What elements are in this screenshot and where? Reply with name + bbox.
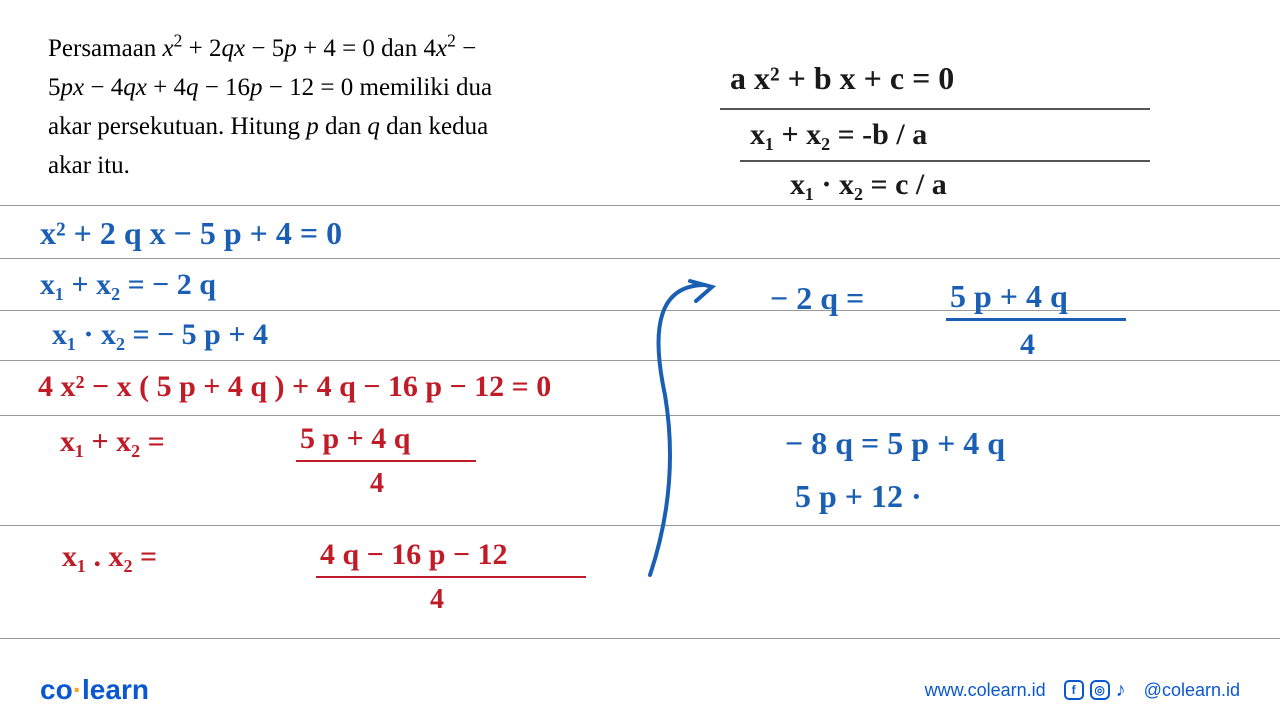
footer-right: www.colearn.id f ◎ ♪ @colearn.id — [925, 679, 1240, 702]
problem-text: Persamaan x2 + 2qx − 5p + 4 = 0 dan 4x2 … — [48, 28, 608, 185]
instagram-icon: ◎ — [1090, 680, 1110, 700]
facebook-icon: f — [1064, 680, 1084, 700]
logo-dot: · — [73, 674, 82, 705]
logo: co·learn — [40, 674, 149, 706]
ruled-line — [0, 638, 1280, 639]
problem-line-1: Persamaan x2 + 2qx − 5p + 4 = 0 dan 4x2 … — [48, 35, 476, 62]
footer: co·learn www.colearn.id f ◎ ♪ @colearn.i… — [0, 674, 1280, 706]
logo-text-right: learn — [82, 674, 149, 705]
work-eq2: 4 x² − x ( 5 p + 4 q ) + 4 q − 16 p − 12… — [38, 370, 551, 404]
logo-text-left: co — [40, 674, 73, 705]
right-eq-1-den: 4 — [1020, 328, 1035, 362]
formula-quadratic: a x² + b x + c = 0 — [730, 60, 954, 97]
right-eq-1-num: 5 p + 4 q — [950, 278, 1068, 315]
work-prod-roots-1: x₁ · x₂ = − 5 p + 4 — [52, 318, 268, 352]
problem-line-3: akar persekutuan. Hitung p dan q dan ked… — [48, 113, 488, 140]
ruled-line — [0, 258, 1280, 259]
right-eq-3: 5 p + 12 · — [795, 478, 922, 515]
bracket-curve — [620, 275, 740, 595]
problem-line-2: 5px − 4qx + 4q − 16p − 12 = 0 memiliki d… — [48, 74, 492, 101]
work-prod-roots-2-lhs: x₁ . x₂ = — [62, 540, 157, 574]
work-sum-roots-2-lhs: x₁ + x₂ = — [60, 425, 165, 459]
footer-handle: @colearn.id — [1144, 680, 1240, 701]
formula-sum-roots: x₁ + x₂ = -b / a — [750, 118, 927, 152]
footer-url: www.colearn.id — [925, 680, 1046, 701]
work-eq1: x² + 2 q x − 5 p + 4 = 0 — [40, 215, 342, 252]
social-icons: f ◎ ♪ — [1064, 679, 1126, 702]
work-sum-roots-1: x₁ + x₂ = − 2 q — [40, 268, 216, 302]
fraction-bar — [316, 576, 586, 578]
right-eq-1-lhs: − 2 q = — [770, 280, 864, 317]
work-sum-roots-2-den: 4 — [370, 468, 384, 500]
work-prod-roots-2-den: 4 — [430, 584, 444, 616]
fraction-bar — [946, 318, 1126, 321]
formula-prod-roots: x₁ · x₂ = c / a — [790, 168, 947, 202]
tiktok-icon: ♪ — [1116, 679, 1126, 702]
fraction-bar — [296, 460, 476, 462]
work-sum-roots-2-num: 5 p + 4 q — [300, 422, 410, 456]
ruled-line — [0, 205, 1280, 206]
work-prod-roots-2-num: 4 q − 16 p − 12 — [320, 538, 508, 572]
rule-under-sum — [740, 160, 1150, 162]
rule-under-quad — [720, 108, 1150, 110]
problem-line-4: akar itu. — [48, 152, 130, 179]
right-eq-2: − 8 q = 5 p + 4 q — [785, 425, 1005, 462]
